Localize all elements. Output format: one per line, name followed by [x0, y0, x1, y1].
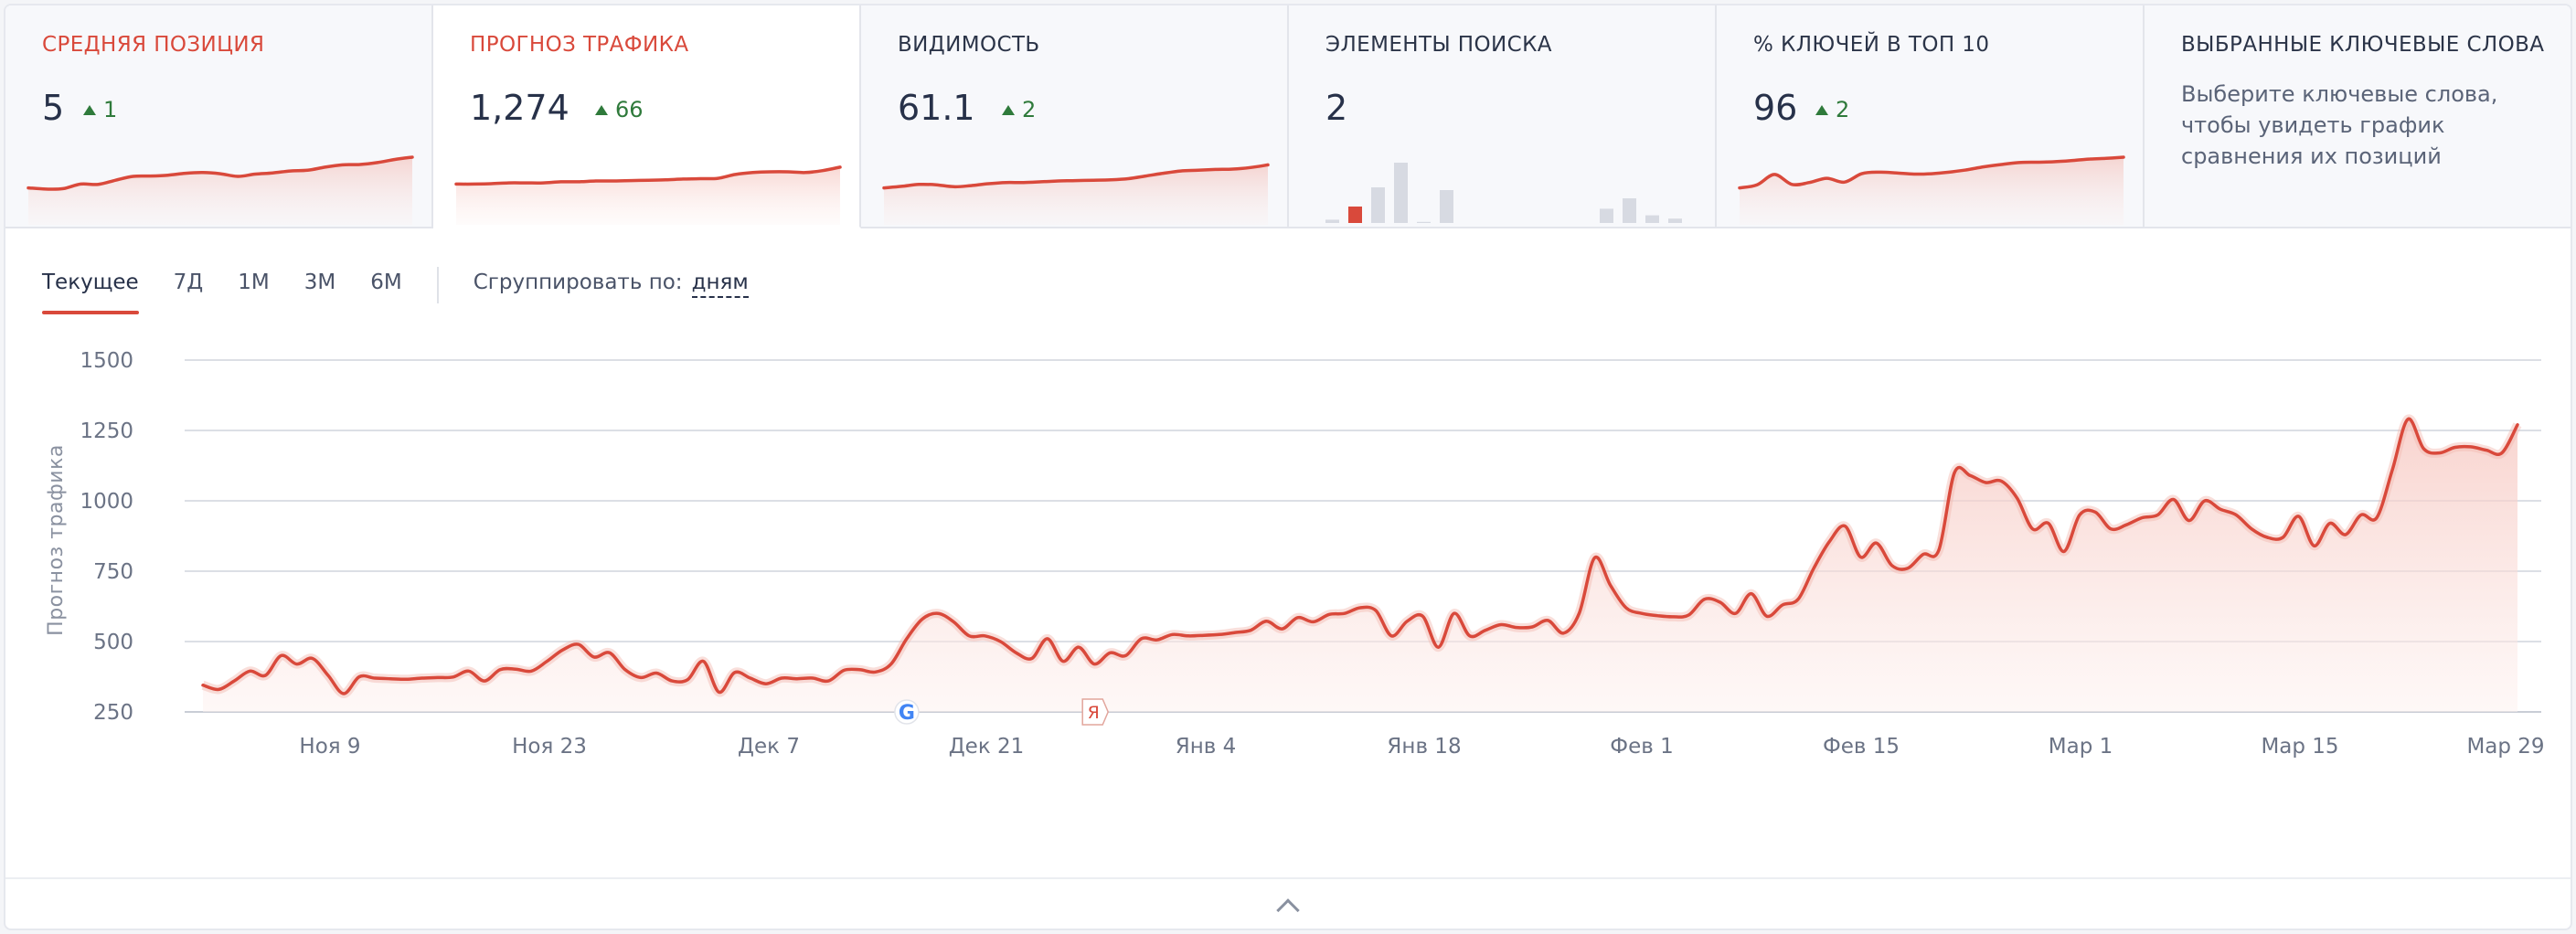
x-tick-label: Мар 29 — [2466, 735, 2544, 759]
sparkline — [882, 163, 1270, 225]
y-tick-label: 500 — [93, 631, 133, 654]
metric-card-2[interactable]: Видимость 61.1 2 — [861, 5, 1289, 228]
metric-card-delta-value: 2 — [1022, 97, 1037, 122]
metric-card-1[interactable]: Прогноз трафика 1,274 66 — [433, 5, 861, 228]
search-element-bar — [1394, 163, 1408, 223]
y-tick-label: 1500 — [80, 349, 133, 373]
metric-card-value: 1,274 — [470, 88, 569, 128]
search-element-bar — [1600, 208, 1613, 223]
metric-card-delta: 2 — [1815, 97, 1849, 122]
search-element-bar — [1417, 221, 1431, 223]
sparkline-area — [28, 157, 412, 225]
period-tab[interactable]: Текущее — [42, 252, 139, 314]
arrow-up-icon — [1002, 105, 1015, 115]
metric-card-title: Элементы поиска — [1325, 33, 1552, 57]
metric-card-value: 96 — [1753, 88, 1798, 128]
group-by-dropdown[interactable]: дням — [691, 252, 749, 298]
search-element-bar — [1440, 190, 1453, 223]
metric-card-delta: 1 — [83, 97, 117, 122]
sparkline-area — [884, 165, 1268, 225]
y-axis-label: Прогноз трафика — [45, 444, 68, 636]
metric-card-delta: 2 — [1002, 97, 1036, 122]
metric-card-4[interactable]: % ключей в топ 10 96 2 — [1717, 5, 2145, 228]
metric-card-3[interactable]: Элементы поиска 2 — [1289, 5, 1717, 228]
y-tick-label: 1000 — [80, 490, 133, 514]
metric-card-title: Выбранные ключевые слова — [2181, 33, 2545, 57]
google-icon[interactable]: G — [894, 699, 920, 725]
period-tab[interactable]: 7Д — [173, 271, 204, 294]
metric-cards: Средняя позиция 5 1 Прогноз трафика 1,274 66 В… — [5, 5, 2571, 228]
x-tick-label: Ноя 9 — [299, 735, 360, 759]
sparkline-line — [882, 163, 1270, 190]
metric-card-0[interactable]: Средняя позиция 5 1 — [5, 5, 433, 228]
search-element-bar — [1645, 215, 1659, 223]
sparkline — [454, 165, 842, 225]
arrow-up-icon — [1815, 105, 1828, 115]
yandex-icon[interactable]: Я — [1081, 698, 1110, 726]
search-element-bar — [1348, 207, 1362, 223]
x-tick-label: Фев 15 — [1823, 735, 1900, 759]
google-letter: G — [899, 702, 915, 725]
metric-card-title: % ключей в топ 10 — [1753, 33, 1990, 57]
sparkline — [1738, 155, 2125, 225]
sparkline-line — [454, 165, 842, 186]
x-tick-label: Янв 4 — [1176, 735, 1237, 759]
search-element-bar — [1325, 219, 1339, 223]
x-tick-label: Фев 1 — [1610, 735, 1673, 759]
y-tick-label: 1250 — [80, 419, 133, 443]
x-tick-label: Мар 1 — [2049, 735, 2113, 759]
x-tick-label: Мар 15 — [2261, 735, 2338, 759]
period-tab[interactable]: 3М — [303, 271, 336, 294]
metric-card-5[interactable]: Выбранные ключевые слова Выберите ключевы… — [2145, 5, 2571, 228]
x-tick-label: Ноя 23 — [512, 735, 587, 759]
metric-card-value: 2 — [1325, 88, 1348, 128]
metric-card-title: Прогноз трафика — [470, 33, 689, 57]
traffic-area — [203, 419, 2517, 712]
y-tick-label: 250 — [93, 701, 133, 725]
arrow-up-icon — [83, 105, 96, 115]
sparkline-line — [1738, 155, 2125, 190]
yandex-badge — [1081, 698, 1110, 726]
traffic-line[interactable] — [201, 417, 2519, 695]
yandex-letter: Я — [1088, 703, 1100, 723]
metric-card-value: 61.1 — [898, 88, 975, 128]
metric-card-delta: 66 — [595, 97, 644, 122]
sparkline-line — [27, 155, 414, 191]
search-element-bar — [1623, 198, 1636, 223]
toolbar-divider — [436, 267, 439, 303]
arrow-up-icon — [595, 105, 608, 115]
metric-card-delta-value: 2 — [1836, 97, 1850, 122]
metric-card-title: Средняя позиция — [42, 33, 265, 57]
x-tick-label: Дек 7 — [738, 735, 800, 759]
search-element-bar — [1371, 187, 1385, 223]
group-by-label: Сгруппировать по: — [473, 271, 683, 294]
google-badge — [894, 699, 920, 725]
x-tick-label: Дек 21 — [949, 735, 1025, 759]
period-toolbar: Текущее 7Д 1М 3М 6М Сгруппировать по: дням — [42, 252, 749, 316]
sparkline — [27, 155, 414, 225]
search-element-bar — [1668, 218, 1682, 223]
metric-card-title: Видимость — [898, 33, 1040, 57]
metric-card-description: Выберите ключевые слова, чтобы увидеть г… — [2181, 81, 2498, 169]
sparkline-area — [1740, 157, 2124, 225]
x-tick-label: Янв 18 — [1387, 735, 1461, 759]
traffic-forecast-chart: 1500 1250 1000 750 500 250 Прогноз трафика Ноя … — [45, 349, 2545, 759]
metric-card-delta-value: 66 — [615, 97, 644, 122]
period-tab[interactable]: 6М — [370, 271, 402, 294]
y-tick-label: 750 — [93, 560, 133, 584]
collapse-toggle[interactable] — [5, 877, 2571, 929]
sparkline-area — [456, 166, 840, 225]
metric-card-delta-value: 1 — [103, 97, 118, 122]
period-tab[interactable]: 1М — [238, 271, 270, 294]
metric-card-value: 5 — [42, 88, 65, 128]
sparkline — [1325, 163, 1682, 223]
rank-tracker-panel: Средняя позиция 5 1 Прогноз трафика 1,274 66 В… — [4, 4, 2572, 930]
chevron-up-icon — [1276, 898, 1300, 922]
